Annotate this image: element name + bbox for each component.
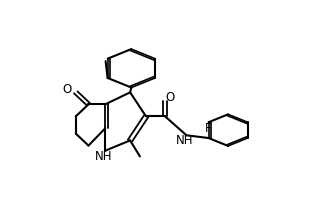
Text: F: F xyxy=(205,122,212,135)
Text: NH: NH xyxy=(176,134,193,147)
Text: O: O xyxy=(63,83,72,96)
Text: NH: NH xyxy=(95,150,113,163)
Text: O: O xyxy=(165,91,175,104)
